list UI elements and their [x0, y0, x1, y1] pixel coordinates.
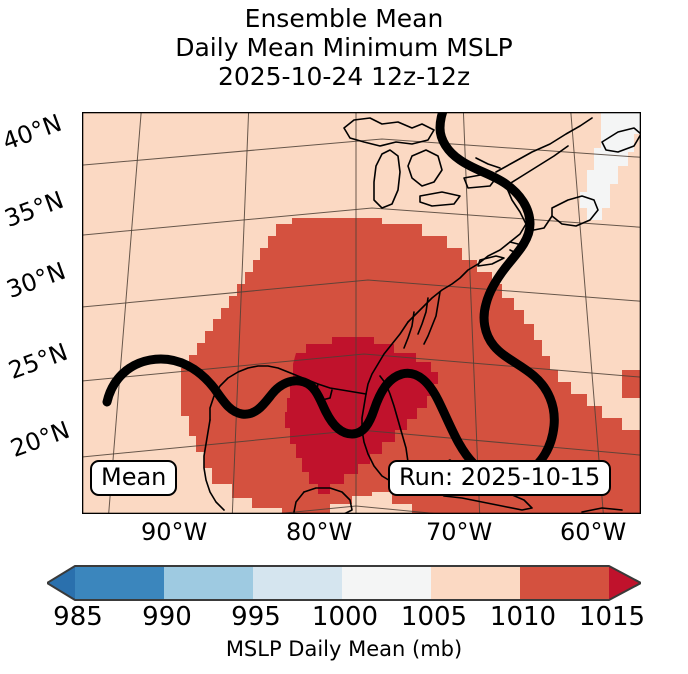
lat-tick-25N: 25°N	[4, 337, 72, 385]
map-panel[interactable]: Mean Run: 2025-10-15	[82, 112, 641, 514]
colorbar-tick-labels: 985 990 995 1000 1005 1010 1015	[0, 602, 688, 634]
run-annotation-box[interactable]: Run: 2025-10-15	[388, 460, 612, 497]
cb-tick-1015: 1015	[578, 602, 646, 632]
mean-annotation-box[interactable]: Mean	[90, 460, 178, 497]
colorbar[interactable]	[47, 564, 641, 602]
colorbar-band-1000-1005	[342, 566, 431, 600]
cb-tick-995: 995	[231, 602, 281, 632]
lat-tick-35N: 35°N	[0, 185, 68, 233]
lon-tick-90W: 90°W	[141, 518, 208, 546]
fill-band-1000-1005	[580, 112, 641, 220]
lat-tick-20N: 20°N	[6, 415, 74, 463]
colorbar-svg	[47, 565, 641, 601]
title-line-3: 2025-10-24 12z-12z	[217, 62, 471, 91]
lat-tick-30N: 30°N	[2, 256, 70, 304]
cb-tick-1000: 1000	[311, 602, 379, 632]
lon-tick-70W: 70°W	[426, 518, 493, 546]
colorbar-band-1010-1015	[520, 566, 609, 600]
colorbar-under-arrow	[47, 566, 75, 600]
lat-tick-40N: 40°N	[0, 108, 66, 156]
map-frame	[82, 112, 641, 514]
title-line-2: Daily Mean Minimum MSLP	[175, 33, 513, 62]
chart-title: Ensemble Mean Daily Mean Minimum MSLP 20…	[0, 4, 688, 91]
lon-tick-60W: 60°W	[560, 518, 627, 546]
fill-band-1010-1015-east	[622, 370, 641, 398]
colorbar-over-arrow	[609, 566, 641, 600]
cb-tick-1010: 1010	[489, 602, 557, 632]
colorbar-band-985-990	[75, 566, 164, 600]
map-svg	[82, 112, 641, 514]
colorbar-band-990-995	[164, 566, 253, 600]
fill-band-1005-1010-sw	[182, 484, 282, 514]
colorbar-outline	[47, 565, 641, 601]
cb-tick-990: 990	[142, 602, 192, 632]
graticule-meridians	[108, 112, 604, 514]
cb-tick-1005: 1005	[400, 602, 468, 632]
colorbar-band-1005-1010	[431, 566, 520, 600]
colorbar-band-995-1000	[253, 566, 342, 600]
lon-tick-80W: 80°W	[286, 518, 353, 546]
title-line-1: Ensemble Mean	[244, 4, 444, 33]
colorbar-bands	[47, 566, 641, 600]
colorbar-axis-label: MSLP Daily Mean (mb)	[225, 637, 463, 661]
cb-tick-985: 985	[53, 602, 103, 632]
